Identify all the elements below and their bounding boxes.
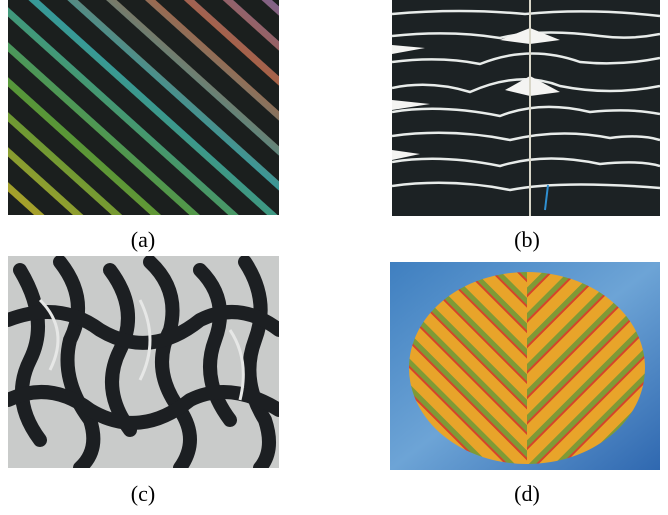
panel-c-image <box>8 256 279 468</box>
panel-b-image <box>392 0 660 216</box>
panel-a-image <box>8 0 279 215</box>
panel-d-image <box>390 262 660 470</box>
panel-label: (b) <box>514 227 540 252</box>
panel-label: (d) <box>514 481 540 506</box>
figure: (a) (b) (c) (d) <box>0 0 668 510</box>
panel-label: (a) <box>131 227 155 252</box>
panel-label: (c) <box>131 481 155 506</box>
